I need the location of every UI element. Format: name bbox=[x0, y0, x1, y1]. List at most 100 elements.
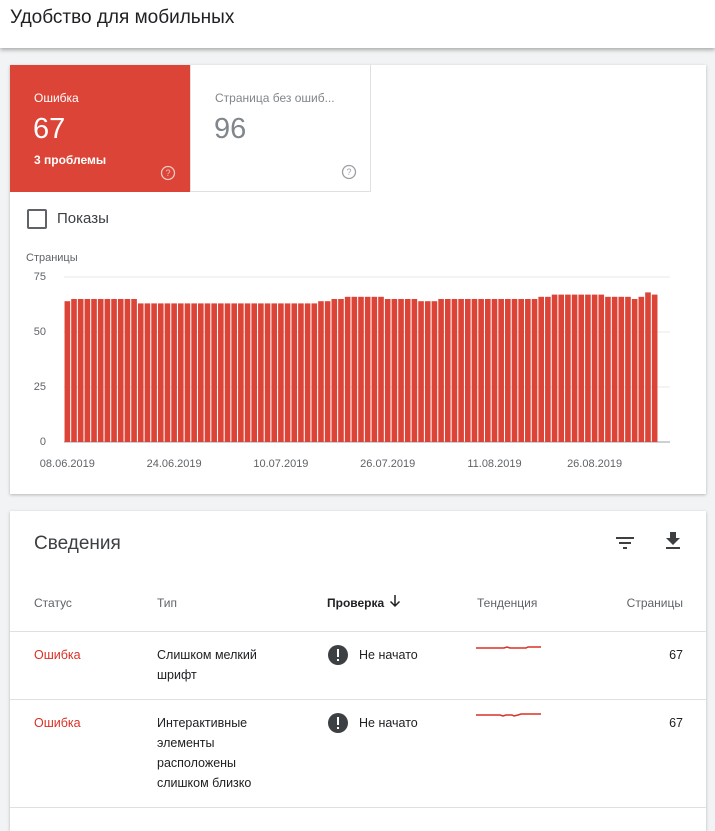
column-header[interactable]: Проверка bbox=[327, 596, 385, 610]
bar bbox=[77, 299, 84, 442]
bar bbox=[651, 294, 658, 442]
check: Не начато bbox=[359, 648, 418, 662]
checkbox[interactable] bbox=[27, 209, 47, 229]
bar bbox=[558, 294, 565, 442]
column-header[interactable]: Тенденция bbox=[477, 596, 538, 610]
table-row[interactable]: Ошибка Слишком мелкий шрифт Не начато 67 bbox=[10, 631, 706, 699]
column-header[interactable]: Тип bbox=[157, 596, 178, 610]
bar bbox=[464, 299, 471, 442]
download-icon[interactable] bbox=[661, 529, 685, 553]
bar bbox=[91, 299, 97, 442]
check: Не начато bbox=[359, 716, 418, 730]
valid-tile[interactable]: Страница без ошиб... 96 ? bbox=[190, 65, 371, 192]
bar bbox=[231, 303, 237, 442]
bar bbox=[491, 299, 498, 442]
bar bbox=[251, 303, 258, 442]
y-tick-label: 0 bbox=[40, 436, 46, 448]
bar bbox=[525, 299, 531, 442]
x-tick-label: 26.08.2019 bbox=[567, 458, 622, 470]
bar bbox=[511, 299, 518, 442]
help-icon[interactable]: ? bbox=[341, 164, 357, 180]
bar bbox=[64, 301, 71, 442]
bar bbox=[411, 299, 418, 442]
bar bbox=[358, 296, 364, 442]
type: Интерактивные элементы расположены слишк… bbox=[157, 716, 252, 790]
tile-count: 96 bbox=[214, 113, 247, 145]
bar bbox=[104, 299, 111, 442]
column-header[interactable]: Статус bbox=[34, 596, 72, 610]
bar bbox=[438, 299, 444, 442]
help-icon[interactable]: ? bbox=[160, 165, 176, 181]
bar bbox=[391, 299, 398, 442]
chart: 0 25 50 75 08.06.2019 24.06.2019 10.07.2019 26.… bbox=[34, 271, 670, 470]
bar bbox=[284, 303, 291, 442]
trend-sparkline bbox=[476, 713, 541, 717]
bar bbox=[71, 299, 77, 442]
bar bbox=[478, 299, 484, 442]
bar bbox=[631, 299, 638, 442]
bar bbox=[97, 299, 104, 442]
bar bbox=[378, 296, 384, 442]
error-tile[interactable]: Ошибка 67 3 проблемы ? bbox=[10, 65, 190, 192]
details-card: Сведения Статус Тип Проверка Тенденция С… bbox=[10, 511, 706, 831]
bar bbox=[84, 299, 91, 442]
bar bbox=[645, 292, 651, 442]
bar bbox=[578, 294, 585, 442]
bar bbox=[324, 301, 331, 442]
bar bbox=[611, 296, 618, 442]
bar bbox=[331, 299, 338, 442]
y-tick-label: 25 bbox=[34, 381, 46, 393]
status: Ошибка bbox=[34, 716, 81, 730]
bar bbox=[565, 294, 571, 442]
bar bbox=[191, 303, 197, 442]
details-title: Сведения bbox=[34, 533, 121, 554]
y-tick-label: 50 bbox=[34, 326, 46, 338]
bar bbox=[157, 303, 164, 442]
bar bbox=[605, 296, 611, 442]
bar bbox=[264, 303, 271, 442]
bar bbox=[351, 296, 358, 442]
table-row[interactable]: Ошибка Интерактивные элементы расположен… bbox=[10, 699, 706, 808]
bar bbox=[211, 303, 217, 442]
tile-issues: 3 проблемы bbox=[34, 153, 107, 167]
bar bbox=[151, 303, 157, 442]
bar bbox=[371, 296, 378, 442]
bar bbox=[505, 299, 511, 442]
bar bbox=[338, 299, 344, 442]
column-header[interactable]: Страницы bbox=[626, 596, 683, 610]
filter-icon[interactable] bbox=[613, 531, 637, 555]
bar bbox=[218, 303, 224, 442]
error-icon bbox=[328, 645, 348, 665]
x-tick-label: 08.06.2019 bbox=[40, 458, 95, 470]
bar bbox=[538, 296, 545, 442]
bar bbox=[291, 303, 298, 442]
bar bbox=[344, 296, 351, 442]
bar bbox=[164, 303, 171, 442]
svg-text:?: ? bbox=[346, 167, 351, 177]
bar bbox=[424, 301, 431, 442]
y-tick-label: 75 bbox=[34, 271, 46, 283]
tile-label: Ошибка bbox=[34, 91, 79, 105]
bar bbox=[498, 299, 504, 442]
svg-text:?: ? bbox=[165, 168, 170, 178]
bar bbox=[518, 299, 524, 442]
x-tick-label: 11.08.2019 bbox=[467, 458, 521, 470]
bar bbox=[404, 299, 411, 442]
bar bbox=[238, 303, 244, 442]
bar bbox=[131, 299, 137, 442]
bar bbox=[144, 303, 151, 442]
pages: 67 bbox=[669, 716, 683, 730]
summary-card: Ошибка 67 3 проблемы ? Страница без ошиб… bbox=[10, 65, 706, 494]
bar bbox=[458, 299, 464, 442]
bar bbox=[311, 303, 318, 442]
x-tick-label: 26.07.2019 bbox=[360, 458, 415, 470]
type: Слишком мелкий шрифт bbox=[157, 648, 257, 682]
status: Ошибка bbox=[34, 648, 81, 662]
bar bbox=[298, 303, 304, 442]
bar bbox=[244, 303, 251, 442]
bar bbox=[117, 299, 124, 442]
tile-label: Страница без ошиб... bbox=[215, 91, 335, 105]
bar bbox=[137, 303, 144, 442]
